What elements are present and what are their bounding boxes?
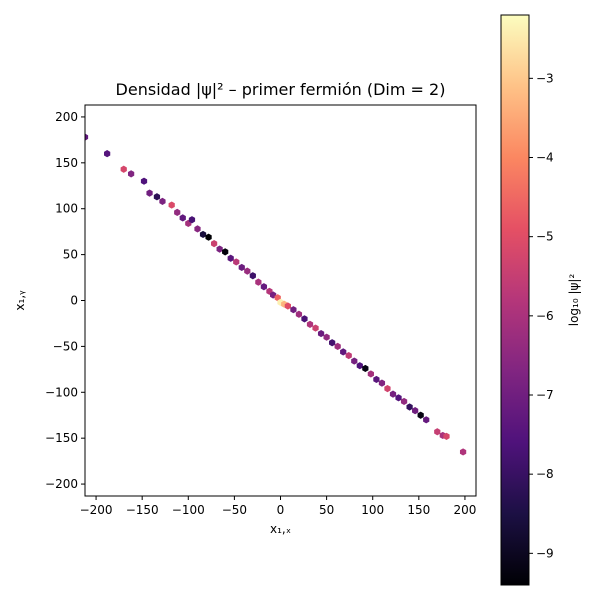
colorbar-tick-label: −5: [536, 230, 554, 244]
x-tick-label: −150: [126, 503, 159, 517]
data-point: [384, 385, 391, 393]
data-point: [367, 370, 374, 378]
data-point: [233, 258, 240, 266]
colorbar-tick-label: −7: [536, 388, 554, 402]
y-tick-label: 200: [55, 110, 78, 124]
data-point: [295, 310, 303, 318]
data-point: [168, 201, 175, 209]
data-point: [104, 150, 111, 158]
colorbar-tick-label: −3: [536, 71, 554, 85]
data-point: [329, 339, 336, 347]
data-point: [340, 348, 347, 356]
colorbar-tick-label: −8: [536, 467, 554, 481]
data-point: [323, 333, 330, 341]
y-tick-label: −200: [45, 477, 78, 491]
y-tick-label: 100: [55, 202, 78, 216]
data-point: [249, 272, 256, 280]
data-point: [260, 283, 268, 291]
data-point: [290, 306, 297, 314]
data-point: [345, 351, 352, 360]
data-point: [284, 302, 291, 310]
data-point: [188, 216, 196, 224]
data-point: [194, 225, 201, 233]
colorbar-axis: −3 −4 −5 −6 −7 −8 −9: [529, 71, 554, 560]
y-tick-label: −100: [45, 385, 78, 399]
data-point: [244, 267, 251, 275]
x-tick-label: 150: [407, 503, 430, 517]
data-point: [255, 278, 262, 286]
y-tick-label: 0: [70, 294, 78, 308]
data-point: [317, 329, 325, 338]
data-point: [373, 375, 380, 384]
x-tick-label: 0: [277, 503, 285, 517]
data-point: [301, 315, 308, 323]
y-tick-label: −50: [53, 339, 78, 353]
data-point: [210, 239, 218, 248]
data-point: [159, 197, 166, 205]
data-point: [412, 407, 419, 415]
data-point: [312, 324, 319, 332]
data-point: [459, 448, 467, 456]
x-tick-label: 50: [319, 503, 334, 517]
data-point: [356, 362, 363, 370]
y-axis-label: x₁,ᵧ: [13, 290, 27, 311]
data-point: [140, 177, 148, 185]
data-point: [174, 208, 181, 216]
data-point: [120, 165, 127, 173]
data-point: [238, 263, 245, 272]
data-point: [127, 170, 135, 178]
chart-title: Densidad |ψ|² – primer fermión (Dim = 2): [116, 80, 446, 99]
x-tick-label: −200: [80, 503, 113, 517]
data-point: [216, 245, 223, 253]
y-axis: 200 150 100 50 0 −50 −100 −150 −200: [45, 110, 85, 491]
data-point: [400, 397, 408, 406]
data-point: [406, 403, 413, 411]
colorbar-tick-label: −9: [536, 546, 554, 560]
data-point: [351, 357, 358, 365]
x-tick-label: −100: [172, 503, 205, 517]
colorbar-tick-label: −4: [536, 151, 554, 165]
data-point: [227, 254, 234, 262]
data-point: [146, 189, 153, 197]
colorbar-label: log₁₀ |ψ|²: [567, 274, 581, 327]
points-layer: [85, 133, 467, 456]
x-tick-label: 100: [361, 503, 384, 517]
data-point: [222, 248, 229, 256]
data-point: [423, 416, 430, 424]
data-point: [205, 233, 212, 241]
data-point: [153, 193, 161, 201]
x-axis-label: x₁,ₓ: [270, 522, 291, 536]
data-point: [389, 390, 397, 398]
colorbar: [500, 14, 530, 586]
data-point: [434, 428, 441, 436]
data-point: [85, 133, 89, 141]
colorbar-tick-label: −6: [536, 309, 554, 323]
data-point: [395, 394, 402, 402]
y-tick-label: −150: [45, 431, 78, 445]
data-point: [306, 320, 314, 328]
x-tick-label: −50: [222, 503, 247, 517]
data-point: [362, 364, 369, 373]
x-axis: −200 −150 −100 −50 0 50 100 150 200: [80, 496, 476, 517]
data-point: [417, 411, 424, 419]
y-tick-label: 150: [55, 156, 78, 170]
data-point: [378, 379, 386, 387]
data-point: [334, 342, 341, 350]
data-point: [199, 230, 207, 239]
data-point: [443, 432, 450, 440]
data-point: [179, 214, 186, 222]
y-tick-label: 50: [63, 248, 78, 262]
x-tick-label: 200: [453, 503, 476, 517]
